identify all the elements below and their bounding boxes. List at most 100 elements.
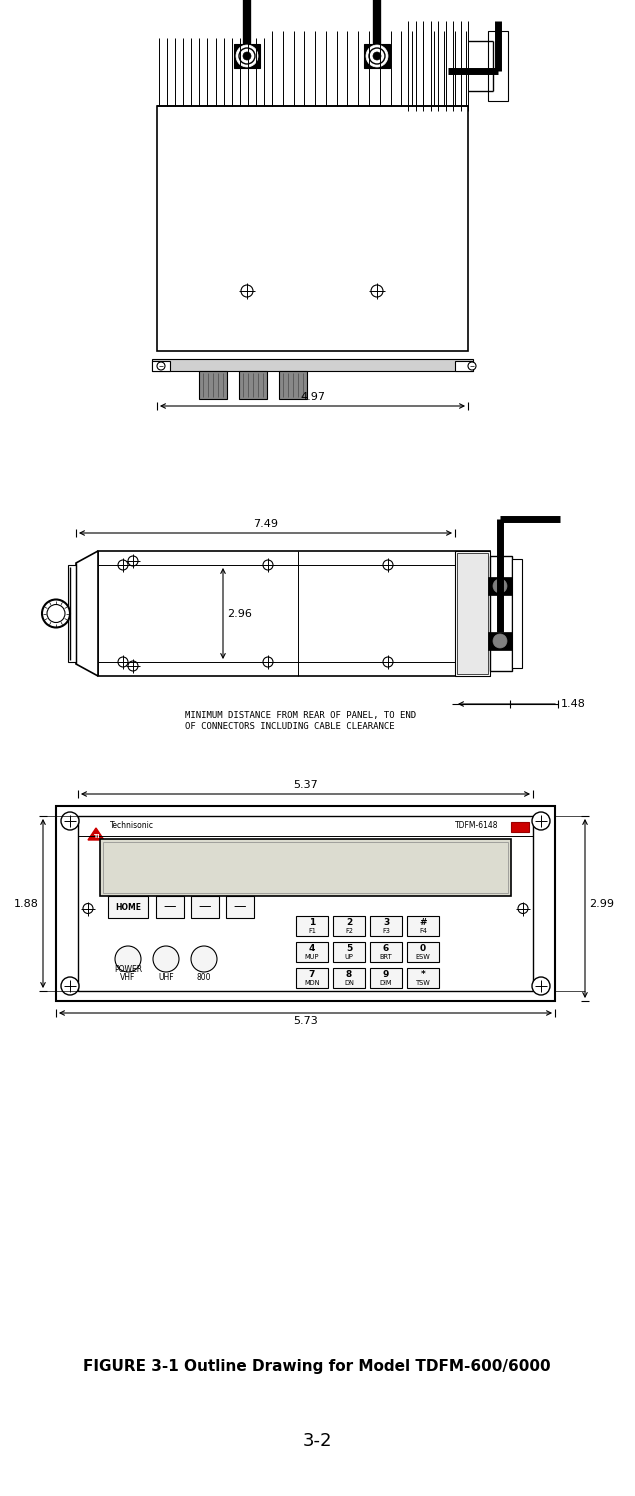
- Bar: [370, 916, 402, 936]
- Text: MUP: MUP: [305, 954, 319, 960]
- Text: BRT: BRT: [380, 954, 392, 960]
- Text: 8: 8: [346, 969, 352, 978]
- Text: 1: 1: [309, 919, 315, 928]
- Bar: [296, 942, 328, 962]
- Text: 6: 6: [383, 944, 389, 953]
- Text: —: —: [234, 901, 246, 914]
- Text: 4: 4: [309, 944, 315, 953]
- Text: Technisonic: Technisonic: [110, 820, 154, 829]
- Text: ESW: ESW: [416, 954, 431, 960]
- Text: MINIMUM DISTANCE FROM REAR OF PANEL, TO END: MINIMUM DISTANCE FROM REAR OF PANEL, TO …: [185, 711, 416, 720]
- Bar: [370, 942, 402, 962]
- Circle shape: [157, 362, 165, 370]
- Bar: [108, 896, 148, 919]
- Text: MDN: MDN: [304, 980, 320, 986]
- Bar: [488, 577, 512, 595]
- Text: 1.88: 1.88: [14, 899, 39, 908]
- Circle shape: [47, 604, 65, 622]
- Text: FIGURE 3-1 Outline Drawing for Model TDFM-600/6000: FIGURE 3-1 Outline Drawing for Model TDF…: [83, 1358, 551, 1373]
- Text: 2.99: 2.99: [589, 899, 614, 908]
- Text: 4.97: 4.97: [300, 392, 325, 402]
- Text: 7: 7: [309, 969, 315, 978]
- Circle shape: [236, 45, 258, 67]
- Polygon shape: [88, 827, 104, 839]
- Text: F1: F1: [308, 928, 316, 934]
- Bar: [296, 968, 328, 987]
- Text: F3: F3: [382, 928, 390, 934]
- Bar: [157, 106, 468, 352]
- Bar: [488, 31, 508, 102]
- Circle shape: [468, 362, 476, 370]
- Text: UP: UP: [345, 954, 354, 960]
- Text: 2: 2: [346, 919, 352, 928]
- Circle shape: [493, 579, 507, 592]
- Text: TDFM-6148: TDFM-6148: [455, 820, 498, 829]
- Circle shape: [61, 812, 79, 830]
- Text: 2.96: 2.96: [227, 609, 252, 618]
- Text: POWER: POWER: [114, 965, 142, 974]
- Bar: [191, 896, 219, 919]
- Circle shape: [42, 600, 70, 627]
- Text: UHF: UHF: [158, 972, 174, 981]
- Text: 9: 9: [383, 969, 389, 978]
- Text: 5.73: 5.73: [293, 1016, 318, 1026]
- Bar: [457, 554, 488, 675]
- Bar: [455, 551, 490, 676]
- Text: 800: 800: [197, 972, 211, 981]
- Bar: [333, 968, 365, 987]
- Bar: [68, 565, 76, 663]
- Bar: [56, 806, 555, 1001]
- Bar: [407, 942, 439, 962]
- Text: VHF: VHF: [120, 972, 136, 981]
- Text: DN: DN: [344, 980, 354, 986]
- Bar: [511, 821, 529, 832]
- Circle shape: [243, 52, 251, 60]
- Text: 5.37: 5.37: [293, 779, 318, 790]
- Bar: [199, 371, 227, 399]
- Circle shape: [532, 812, 550, 830]
- Bar: [407, 916, 439, 936]
- Bar: [156, 896, 184, 919]
- Text: TI: TI: [93, 833, 99, 838]
- Bar: [296, 916, 328, 936]
- Bar: [152, 361, 170, 371]
- Text: —: —: [164, 901, 177, 914]
- Text: DIM: DIM: [380, 980, 392, 986]
- Bar: [488, 631, 512, 649]
- Bar: [279, 371, 307, 399]
- Circle shape: [532, 977, 550, 995]
- Circle shape: [366, 45, 388, 67]
- Circle shape: [373, 52, 381, 60]
- Text: 7.49: 7.49: [253, 519, 278, 530]
- Bar: [103, 842, 508, 893]
- Bar: [407, 968, 439, 987]
- Bar: [490, 557, 512, 672]
- Bar: [100, 839, 511, 896]
- Text: #: #: [419, 919, 427, 928]
- Bar: [78, 815, 533, 990]
- Text: 0: 0: [420, 944, 426, 953]
- Bar: [234, 43, 260, 67]
- Circle shape: [61, 977, 79, 995]
- Text: HOME: HOME: [115, 902, 141, 911]
- Text: 1.48: 1.48: [561, 699, 586, 709]
- Text: 5: 5: [346, 944, 352, 953]
- Bar: [370, 968, 402, 987]
- Polygon shape: [76, 551, 98, 676]
- Text: —: —: [199, 901, 211, 914]
- Text: *: *: [420, 969, 425, 978]
- Bar: [455, 361, 473, 371]
- Text: OF CONNECTORS INCLUDING CABLE CLEARANCE: OF CONNECTORS INCLUDING CABLE CLEARANCE: [185, 723, 394, 732]
- Text: 3: 3: [383, 919, 389, 928]
- Text: TSW: TSW: [416, 980, 431, 986]
- Bar: [333, 916, 365, 936]
- Bar: [512, 560, 522, 669]
- Bar: [239, 371, 267, 399]
- Bar: [226, 896, 254, 919]
- Text: F4: F4: [419, 928, 427, 934]
- Bar: [333, 942, 365, 962]
- Circle shape: [153, 945, 179, 972]
- Circle shape: [493, 634, 507, 648]
- Circle shape: [115, 945, 141, 972]
- Bar: [98, 551, 490, 676]
